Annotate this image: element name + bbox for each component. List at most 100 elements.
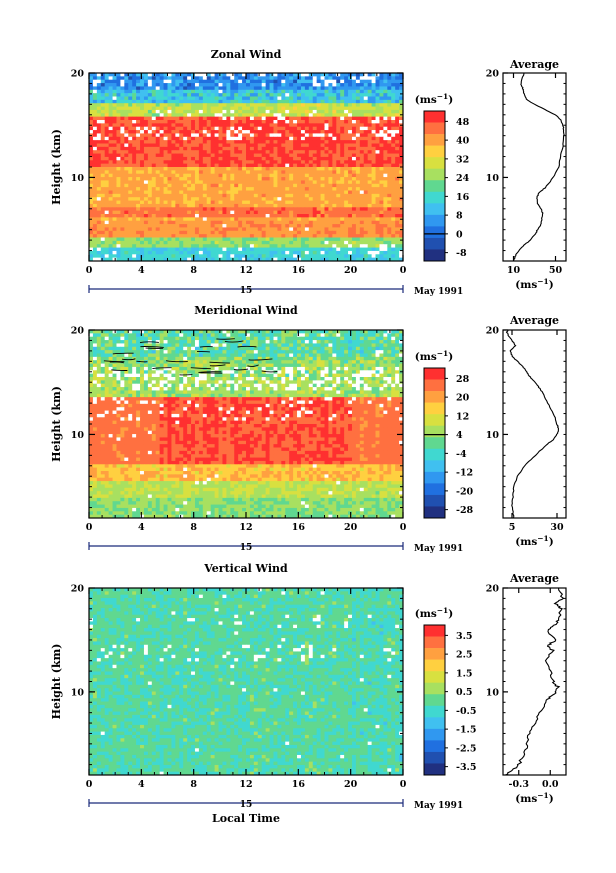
- heatmap-cell: [226, 240, 231, 245]
- heatmap-cell: [324, 167, 329, 171]
- heatmap-cell: [116, 113, 121, 118]
- heatmap-cell: [300, 250, 306, 255]
- heatmap-cell: [395, 93, 400, 97]
- heatmap-cell: [273, 250, 278, 255]
- heatmap-cell: [143, 156, 149, 161]
- heatmap-cell: [198, 224, 204, 228]
- heatmap-cell: [136, 217, 141, 222]
- heatmap-cell: [285, 173, 290, 178]
- heatmap-cell: [261, 340, 267, 344]
- heatmap-cell: [128, 197, 133, 201]
- heatmap-cell: [175, 140, 180, 144]
- heatmap-cell: [104, 146, 110, 151]
- heatmap-cell: [300, 187, 306, 191]
- heatmap-cell: [289, 203, 294, 208]
- heatmap-cell: [151, 153, 157, 158]
- heatmap-cell: [355, 330, 361, 334]
- heatmap-cell: [383, 340, 388, 344]
- heatmap-cell: [230, 254, 235, 259]
- heatmap-cell: [226, 89, 231, 94]
- heatmap-cell: [159, 89, 164, 94]
- heatmap-cell: [238, 133, 243, 138]
- heatmap-cell: [367, 340, 373, 344]
- heatmap-cell: [371, 83, 376, 87]
- heatmap-cell: [112, 177, 117, 181]
- heatmap-cell: [238, 200, 243, 205]
- heatmap-cell: [304, 207, 310, 212]
- heatmap-cell: [383, 150, 388, 154]
- heatmap-cell: [328, 257, 333, 262]
- heatmap-cell: [132, 173, 137, 178]
- heatmap-cell: [289, 207, 294, 212]
- heatmap-cell: [226, 156, 231, 161]
- heatmap-cell: [218, 116, 223, 121]
- heatmap-cell: [124, 156, 129, 161]
- heatmap-cell: [261, 93, 267, 97]
- heatmap-cell: [116, 153, 121, 158]
- heatmap-cell: [355, 156, 361, 161]
- heatmap-cell: [159, 240, 164, 245]
- heatmap-cell: [132, 160, 137, 165]
- heatmap-cell: [89, 167, 94, 171]
- heatmap-cell: [399, 89, 404, 94]
- heatmap-cell: [128, 240, 133, 245]
- heatmap-cell: [175, 333, 180, 338]
- heatmap-cell: [300, 93, 306, 97]
- heatmap-cell: [395, 187, 400, 191]
- heatmap-cell: [159, 96, 164, 101]
- heatmap-cell: [265, 217, 270, 222]
- heatmap-cell: [300, 123, 306, 128]
- heatmap-cell: [320, 106, 325, 111]
- heatmap-cell: [187, 254, 192, 259]
- heatmap-cell: [128, 146, 133, 151]
- heatmap-cell: [344, 173, 349, 178]
- heatmap-cell: [206, 234, 212, 238]
- heatmap-cell: [242, 230, 247, 235]
- heatmap-cell: [167, 160, 172, 165]
- heatmap-cell: [179, 254, 184, 259]
- heatmap-cell: [304, 113, 310, 118]
- heatmap-cell: [316, 150, 321, 154]
- heatmap-cell: [363, 227, 369, 232]
- heatmap-cell: [112, 340, 117, 344]
- heatmap-cell: [128, 254, 133, 259]
- heatmap-cell: [128, 140, 133, 144]
- heatmap-cell: [116, 93, 121, 97]
- heatmap-cell: [281, 230, 286, 235]
- heatmap-cell: [281, 244, 286, 248]
- heatmap-cell: [171, 210, 176, 215]
- heatmap-cell: [179, 207, 184, 212]
- heatmap-cell: [253, 136, 259, 141]
- heatmap-cell: [293, 150, 298, 154]
- heatmap-cell: [234, 153, 239, 158]
- heatmap-cell: [155, 99, 161, 104]
- heatmap-cell: [273, 156, 278, 161]
- heatmap-cell: [300, 126, 306, 131]
- heatmap-cell: [351, 96, 357, 101]
- heatmap-cell: [183, 89, 188, 94]
- heatmap-cell: [351, 200, 357, 205]
- heatmap-cell: [304, 130, 310, 134]
- colorbar-swatch: [424, 168, 445, 181]
- heatmap-cell: [300, 153, 306, 158]
- heatmap-cell: [375, 247, 380, 252]
- heatmap-cell: [108, 143, 113, 148]
- heatmap-cell: [261, 220, 267, 225]
- heatmap-cell: [277, 203, 282, 208]
- heatmap-cell: [120, 130, 125, 134]
- heatmap-cell: [308, 116, 314, 121]
- heatmap-cell: [218, 89, 223, 94]
- heatmap-cell: [187, 96, 192, 101]
- heatmap-cell: [359, 136, 365, 141]
- heatmap-cell: [371, 210, 376, 215]
- heatmap-cell: [367, 93, 373, 97]
- heatmap-cell: [312, 190, 318, 195]
- heatmap-cell: [183, 116, 188, 121]
- heatmap-cell: [108, 109, 113, 114]
- heatmap-cell: [391, 133, 396, 138]
- heatmap-cell: [89, 230, 94, 235]
- heatmap-cell: [324, 227, 329, 232]
- heatmap-cell: [175, 73, 180, 77]
- heatmap-cell: [328, 140, 333, 144]
- heatmap-cell: [383, 89, 388, 94]
